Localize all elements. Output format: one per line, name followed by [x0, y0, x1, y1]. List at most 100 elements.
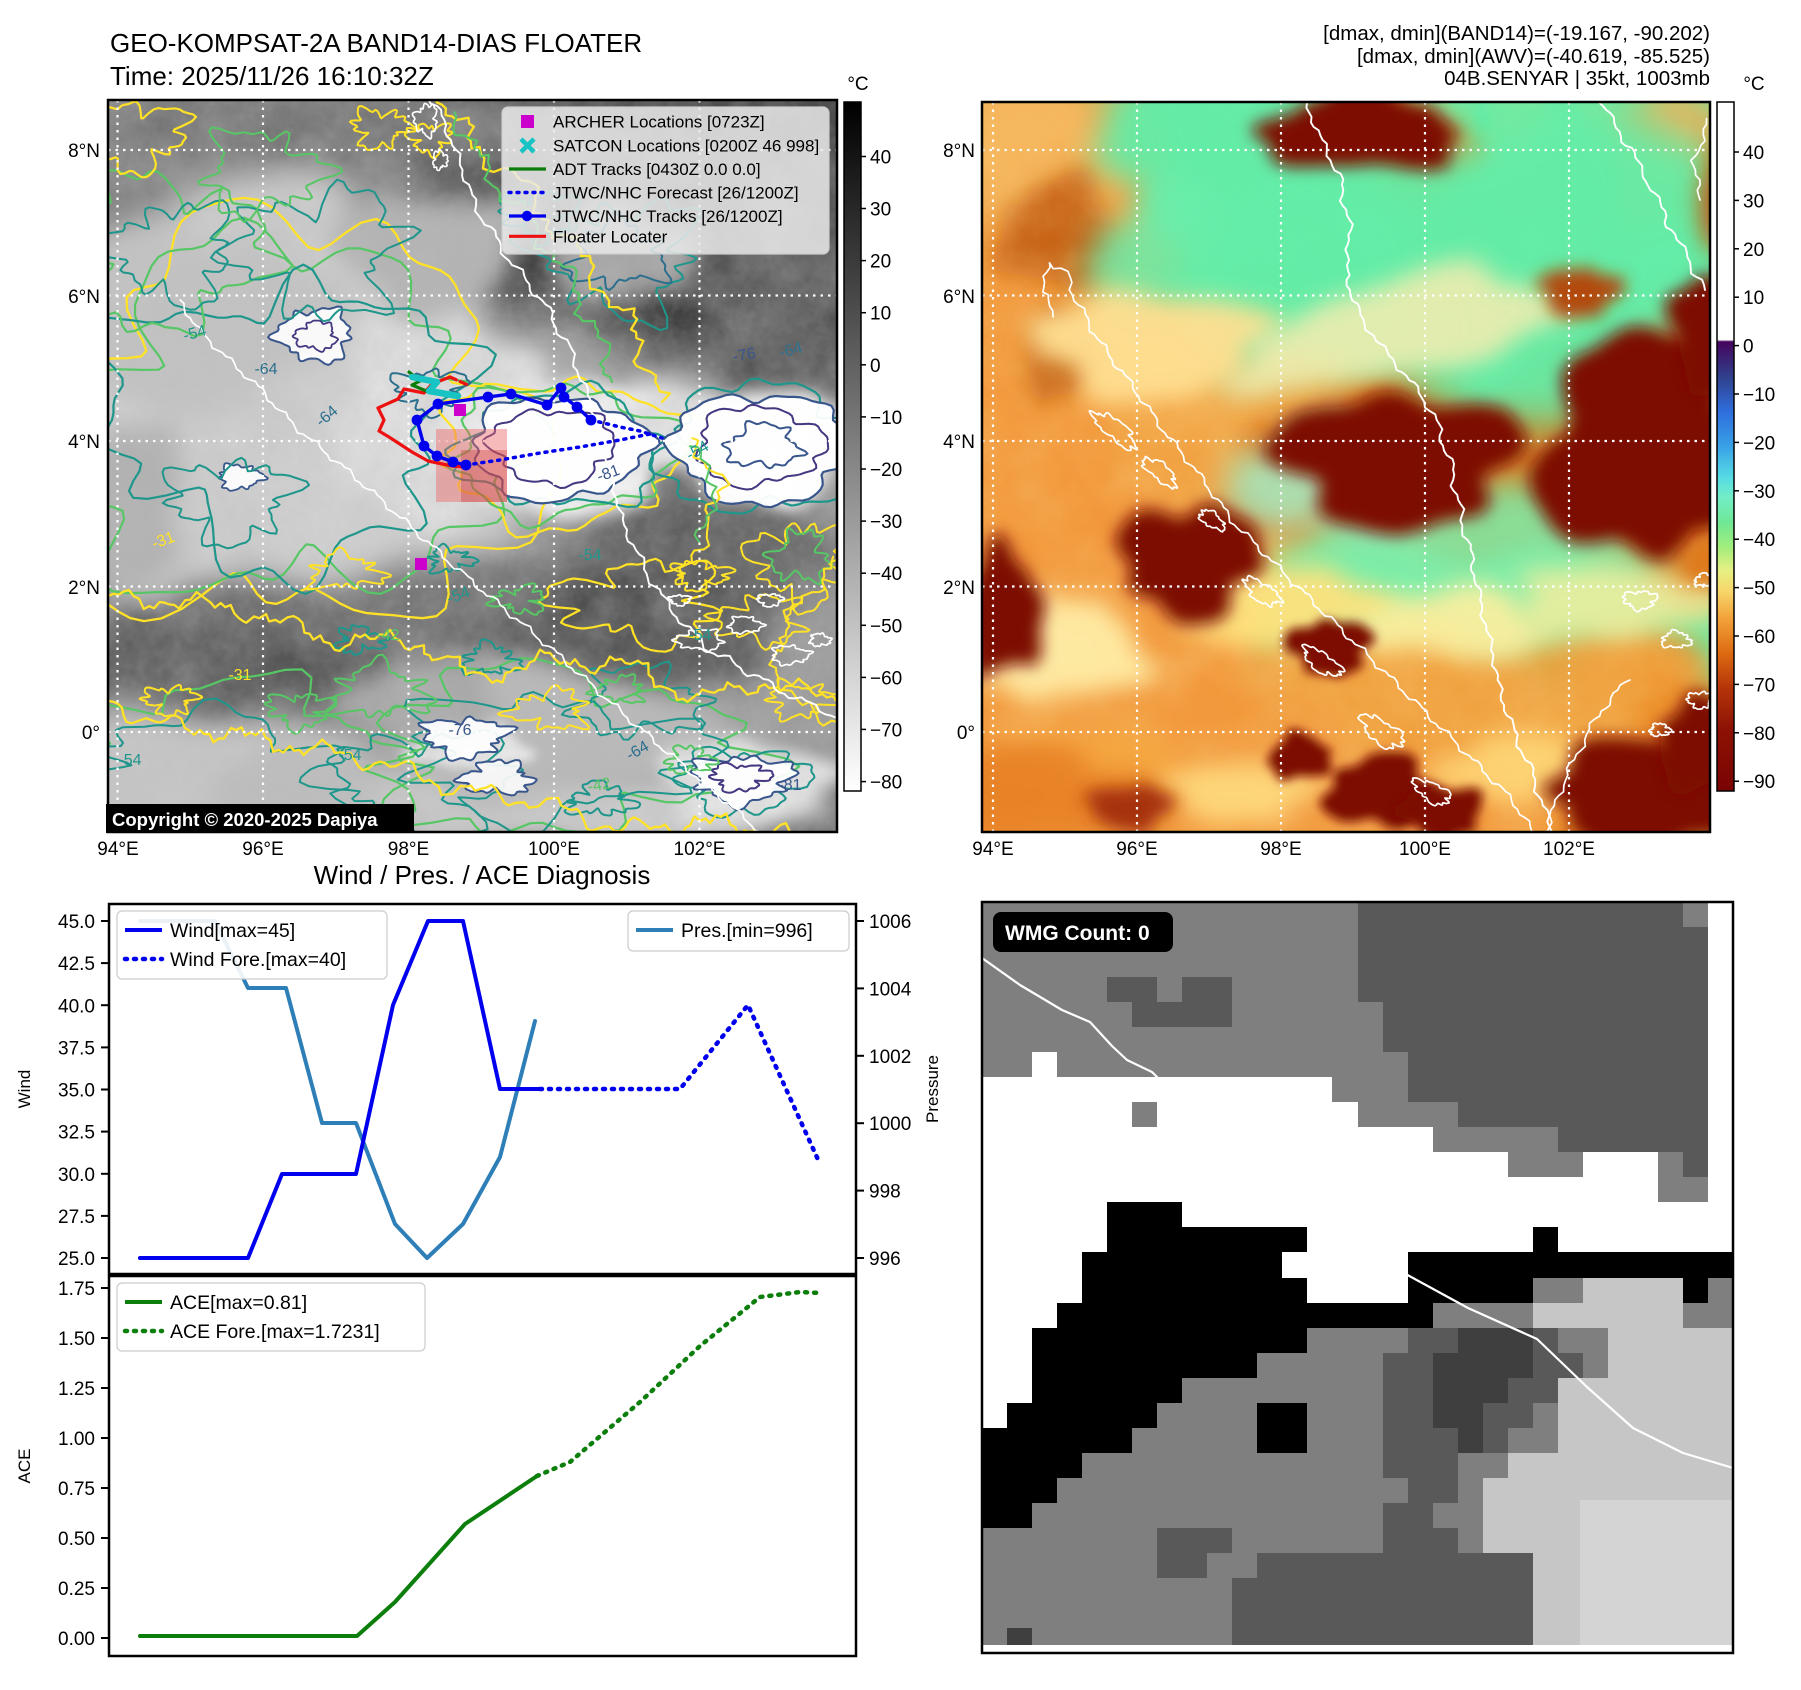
svg-text:Wind Fore.[max=40]: Wind Fore.[max=40] [170, 949, 346, 971]
svg-text:ACE: ACE [15, 1449, 34, 1484]
svg-text:−70: −70 [870, 720, 902, 741]
svg-text:35.0: 35.0 [58, 1081, 95, 1102]
svg-text:98°E: 98°E [388, 839, 429, 860]
svg-text:ADT Tracks [0430Z 0.0 0.0]: ADT Tracks [0430Z 0.0 0.0] [553, 160, 761, 179]
svg-text:0.50: 0.50 [58, 1529, 95, 1550]
svg-text:0: 0 [1743, 337, 1754, 358]
svg-text:[dmax, dmin](BAND14)=(-19.167,: [dmax, dmin](BAND14)=(-19.167, -90.202) [1323, 22, 1710, 45]
svg-text:98°E: 98°E [1260, 839, 1301, 860]
svg-text:WMG Count: 0: WMG Count: 0 [1005, 922, 1150, 945]
svg-text:2°N: 2°N [943, 578, 975, 599]
svg-text:8°N: 8°N [68, 141, 100, 162]
svg-text:−80: −80 [870, 773, 902, 794]
svg-text:Wind: Wind [15, 1070, 34, 1109]
svg-text:25.0: 25.0 [58, 1249, 95, 1270]
svg-text:-54: -54 [118, 752, 141, 769]
svg-text:−40: −40 [870, 564, 902, 585]
svg-text:-42: -42 [586, 775, 612, 796]
svg-text:Wind / Pres. / ACE Diagnosis: Wind / Pres. / ACE Diagnosis [314, 860, 651, 890]
svg-text:0.00: 0.00 [58, 1629, 95, 1650]
svg-text:−20: −20 [870, 460, 902, 481]
svg-text:ACE Fore.[max=1.7231]: ACE Fore.[max=1.7231] [170, 1321, 380, 1343]
svg-text:-31: -31 [228, 667, 251, 684]
svg-text:8°N: 8°N [943, 141, 975, 162]
svg-text:−30: −30 [870, 512, 902, 533]
svg-text:−10: −10 [870, 408, 902, 429]
svg-text:4°N: 4°N [68, 432, 100, 453]
svg-text:45.0: 45.0 [58, 912, 95, 933]
svg-text:996: 996 [869, 1249, 901, 1270]
svg-text:30.0: 30.0 [58, 1165, 95, 1186]
svg-text:−50: −50 [1743, 579, 1775, 600]
svg-text:04B.SENYAR | 35kt, 1003mb: 04B.SENYAR | 35kt, 1003mb [1444, 67, 1710, 90]
svg-text:ACE[max=0.81]: ACE[max=0.81] [170, 1292, 307, 1314]
svg-text:96°E: 96°E [242, 839, 283, 860]
svg-text:Floater Locater: Floater Locater [553, 227, 668, 246]
svg-text:°C: °C [847, 74, 868, 95]
svg-text:Pressure: Pressure [923, 1055, 942, 1123]
svg-text:100°E: 100°E [1399, 839, 1451, 860]
svg-text:1.75: 1.75 [58, 1279, 95, 1300]
svg-text:−90: −90 [1743, 772, 1775, 793]
svg-text:-64: -64 [777, 339, 804, 361]
svg-text:20: 20 [870, 252, 891, 273]
svg-text:GEO-KOMPSAT-2A BAND14-DIAS FLO: GEO-KOMPSAT-2A BAND14-DIAS FLOATER [110, 28, 642, 58]
svg-text:−10: −10 [1743, 385, 1775, 406]
svg-text:-54: -54 [688, 627, 711, 644]
svg-text:−40: −40 [1743, 530, 1775, 551]
svg-text:-54: -54 [338, 747, 361, 764]
svg-text:Pres.[min=996]: Pres.[min=996] [681, 920, 813, 942]
svg-text:JTWC/NHC Tracks [26/1200Z]: JTWC/NHC Tracks [26/1200Z] [553, 207, 783, 226]
svg-text:32.5: 32.5 [58, 1123, 95, 1144]
svg-text:-54: -54 [445, 584, 473, 608]
svg-text:JTWC/NHC Forecast [26/1200Z]: JTWC/NHC Forecast [26/1200Z] [553, 184, 799, 203]
svg-text:1.25: 1.25 [58, 1379, 95, 1400]
svg-text:94°E: 94°E [972, 839, 1013, 860]
svg-text:-81: -81 [778, 777, 801, 794]
svg-text:6°N: 6°N [943, 287, 975, 308]
svg-text:-54: -54 [181, 322, 208, 344]
svg-text:0.75: 0.75 [58, 1479, 95, 1500]
svg-text:1002: 1002 [869, 1047, 911, 1068]
svg-text:−20: −20 [1743, 433, 1775, 454]
svg-text:-64: -64 [254, 361, 277, 378]
svg-text:-42: -42 [376, 627, 399, 644]
svg-text:-54: -54 [578, 547, 601, 564]
svg-text:102°E: 102°E [1543, 839, 1595, 860]
svg-text:102°E: 102°E [674, 839, 726, 860]
svg-text:40.0: 40.0 [58, 996, 95, 1017]
svg-text:−60: −60 [1743, 627, 1775, 648]
svg-text:30: 30 [870, 200, 891, 221]
svg-text:1.50: 1.50 [58, 1329, 95, 1350]
svg-text:40: 40 [870, 148, 891, 169]
svg-text:40: 40 [1743, 143, 1764, 164]
svg-text:−60: −60 [870, 668, 902, 689]
svg-text:Wind[max=45]: Wind[max=45] [170, 920, 295, 942]
svg-text:SATCON Locations [0200Z 46 998: SATCON Locations [0200Z 46 998] [553, 136, 819, 155]
svg-text:−80: −80 [1743, 724, 1775, 745]
svg-text:ARCHER Locations [0723Z]: ARCHER Locations [0723Z] [553, 113, 765, 132]
svg-text:-31: -31 [150, 529, 178, 553]
svg-text:1.00: 1.00 [58, 1429, 95, 1450]
svg-text:42.5: 42.5 [58, 954, 95, 975]
svg-text:998: 998 [869, 1182, 901, 1203]
svg-text:−70: −70 [1743, 675, 1775, 696]
svg-text:[dmax, dmin](AWV)=(-40.619, -8: [dmax, dmin](AWV)=(-40.619, -85.525) [1357, 45, 1710, 68]
svg-text:-76: -76 [448, 722, 471, 739]
svg-text:0.25: 0.25 [58, 1579, 95, 1600]
svg-text:Time: 2025/11/26 16:10:32Z: Time: 2025/11/26 16:10:32Z [110, 61, 434, 91]
svg-text:30: 30 [1743, 191, 1764, 212]
svg-text:96°E: 96°E [1116, 839, 1157, 860]
svg-text:1006: 1006 [869, 912, 911, 933]
svg-text:27.5: 27.5 [58, 1207, 95, 1228]
svg-text:1000: 1000 [869, 1114, 911, 1135]
svg-text:10: 10 [1743, 288, 1764, 309]
svg-text:6°N: 6°N [68, 287, 100, 308]
svg-text:20: 20 [1743, 240, 1764, 261]
svg-text:-76: -76 [731, 345, 757, 366]
svg-text:1004: 1004 [869, 979, 912, 1000]
svg-text:37.5: 37.5 [58, 1038, 95, 1059]
svg-text:100°E: 100°E [528, 839, 580, 860]
svg-text:-81: -81 [595, 462, 623, 486]
svg-text:−50: −50 [870, 616, 902, 637]
